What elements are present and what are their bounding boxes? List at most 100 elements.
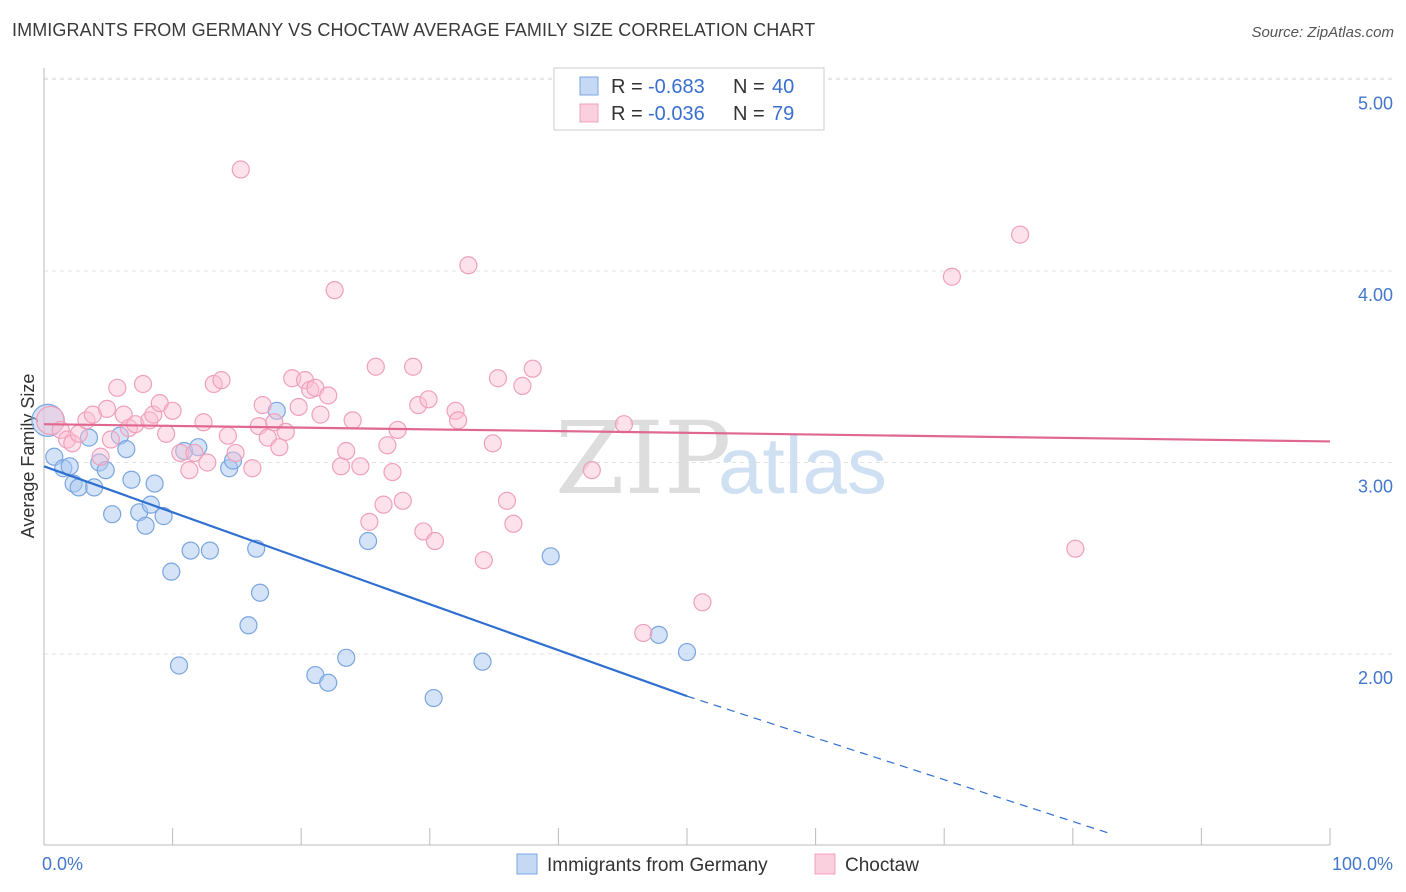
y-tick-label: 5.00 xyxy=(1358,94,1393,114)
choctaw-point xyxy=(35,405,66,435)
germany-point xyxy=(649,625,668,644)
choctaw-point xyxy=(126,415,145,434)
choctaw-point xyxy=(63,434,82,453)
source-label: Source: ZipAtlas.com xyxy=(1251,24,1394,41)
bottom-legend: Immigrants from Germany Choctaw xyxy=(516,853,919,876)
choctaw-point xyxy=(374,495,393,514)
legend-r-label-2: R = xyxy=(611,103,643,125)
watermark-zip: ZIP xyxy=(555,400,731,517)
choctaw-point xyxy=(270,438,289,457)
series-germany-points xyxy=(31,401,697,708)
choctaw-point xyxy=(513,376,532,395)
germany-point xyxy=(358,531,378,551)
germany-point xyxy=(541,547,560,566)
germany-point xyxy=(424,688,443,708)
choctaw-point xyxy=(614,415,634,434)
choctaw-point xyxy=(163,401,182,420)
choctaw-point xyxy=(488,369,508,388)
choctaw-point xyxy=(448,411,468,430)
germany-point xyxy=(200,541,219,560)
trend-line-choctaw xyxy=(43,423,1331,443)
chart-title: IMMIGRANTS FROM GERMANY VS CHOCTAW AVERA… xyxy=(12,20,816,40)
bottom-legend-swatch-choctaw xyxy=(814,853,836,875)
choctaw-point xyxy=(409,395,428,415)
choctaw-point xyxy=(311,405,330,424)
x-ticks xyxy=(43,828,1331,845)
choctaw-point xyxy=(325,281,344,300)
choctaw-point xyxy=(383,462,402,482)
choctaw-point xyxy=(474,551,493,570)
choctaw-point xyxy=(231,160,250,179)
choctaw-point xyxy=(144,405,163,424)
choctaw-point xyxy=(360,512,379,531)
germany-point xyxy=(96,461,115,480)
legend-swatch-choctaw xyxy=(579,103,599,123)
choctaw-point xyxy=(523,359,542,378)
germany-point xyxy=(162,562,181,581)
germany-point xyxy=(319,673,338,692)
choctaw-point xyxy=(378,436,397,455)
bottom-legend-label-germany: Immigrants from Germany xyxy=(547,855,768,876)
y-tick-label: 3.00 xyxy=(1358,477,1393,497)
choctaw-point xyxy=(253,395,272,415)
choctaw-point xyxy=(393,491,412,510)
choctaw-point xyxy=(101,430,120,449)
choctaw-point xyxy=(212,371,231,390)
choctaw-point xyxy=(218,426,237,445)
watermark: ZIP atlas xyxy=(555,400,887,517)
choctaw-point xyxy=(337,441,356,461)
legend-r-label-1: R = xyxy=(611,76,643,98)
germany-point xyxy=(250,583,270,602)
choctaw-point xyxy=(425,531,445,551)
germany-point xyxy=(103,505,122,524)
germany-point xyxy=(677,642,697,662)
germany-point xyxy=(154,507,173,526)
choctaw-point xyxy=(194,413,213,432)
germany-point xyxy=(169,656,189,675)
choctaw-point xyxy=(419,390,438,409)
choctaw-point xyxy=(343,411,362,430)
y-axis-title: Average Family Size xyxy=(18,374,38,539)
choctaw-point xyxy=(180,461,199,480)
choctaw-point xyxy=(295,371,315,390)
legend-n-label-1: N = xyxy=(733,76,765,98)
choctaw-point xyxy=(366,357,385,376)
choctaw-point xyxy=(157,424,176,443)
legend-n-value-2: 79 xyxy=(772,103,794,125)
bottom-legend-swatch-germany xyxy=(516,853,538,875)
choctaw-point xyxy=(634,623,653,643)
choctaw-point xyxy=(497,491,517,510)
germany-point xyxy=(79,428,99,447)
y-tick-label: 4.00 xyxy=(1358,285,1393,305)
bottom-legend-label-choctaw: Choctaw xyxy=(845,855,919,876)
choctaw-point xyxy=(51,420,70,440)
legend-n-label-2: N = xyxy=(733,103,765,125)
x-tick-label-min: 0.0% xyxy=(42,854,83,874)
germany-point xyxy=(239,616,258,635)
choctaw-point xyxy=(351,457,370,476)
choctaw-point xyxy=(185,443,204,463)
choctaw-point xyxy=(319,386,338,405)
choctaw-point xyxy=(331,457,351,476)
germany-point xyxy=(337,648,356,667)
choctaw-point xyxy=(582,461,601,480)
choctaw-point xyxy=(108,378,127,397)
germany-point xyxy=(117,439,136,459)
choctaw-point xyxy=(133,374,153,394)
choctaw-point xyxy=(289,397,308,417)
germany-point xyxy=(122,470,141,489)
choctaw-point xyxy=(171,443,190,463)
germany-point xyxy=(473,652,492,671)
legend-box: R = -0.683 N = 40 R = -0.036 N = 79 xyxy=(553,67,825,131)
germany-point xyxy=(181,541,200,560)
legend-swatch-germany xyxy=(579,76,599,96)
choctaw-point xyxy=(198,453,217,472)
germany-point xyxy=(145,474,164,493)
choctaw-point xyxy=(942,267,962,286)
legend-n-value-1: 40 xyxy=(772,76,794,98)
choctaw-point xyxy=(91,447,110,466)
choctaw-point xyxy=(504,514,523,533)
choctaw-point xyxy=(243,459,262,478)
germany-point xyxy=(136,516,155,535)
